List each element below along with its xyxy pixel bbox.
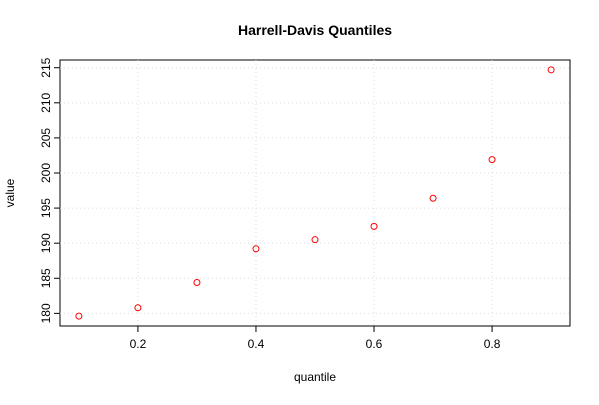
x-tick-label: 0.8 — [484, 337, 501, 351]
y-tick-label: 195 — [39, 198, 53, 218]
y-axis-label: value — [3, 178, 17, 207]
point — [370, 222, 378, 230]
y-tick-label: 200 — [39, 163, 53, 183]
x-axis-label: quantile — [294, 370, 336, 384]
point — [252, 245, 260, 253]
point — [429, 194, 437, 202]
y-tick-label: 205 — [39, 128, 53, 148]
point — [547, 66, 555, 74]
plot-frame — [59, 59, 571, 327]
point — [488, 156, 496, 164]
x-tick-label: 0.4 — [248, 337, 265, 351]
point — [134, 304, 142, 312]
y-tick-label: 180 — [39, 303, 53, 323]
y-tick-label: 185 — [39, 268, 53, 288]
x-tick-label: 0.2 — [130, 337, 147, 351]
y-tick-label: 190 — [39, 233, 53, 253]
point — [311, 236, 319, 244]
y-tick-label: 210 — [39, 92, 53, 112]
point — [75, 312, 83, 320]
y-tick-label: 215 — [39, 57, 53, 77]
chart-title: Harrell-Davis Quantiles — [238, 22, 392, 38]
x-tick-label: 0.6 — [366, 337, 383, 351]
point — [193, 278, 201, 286]
